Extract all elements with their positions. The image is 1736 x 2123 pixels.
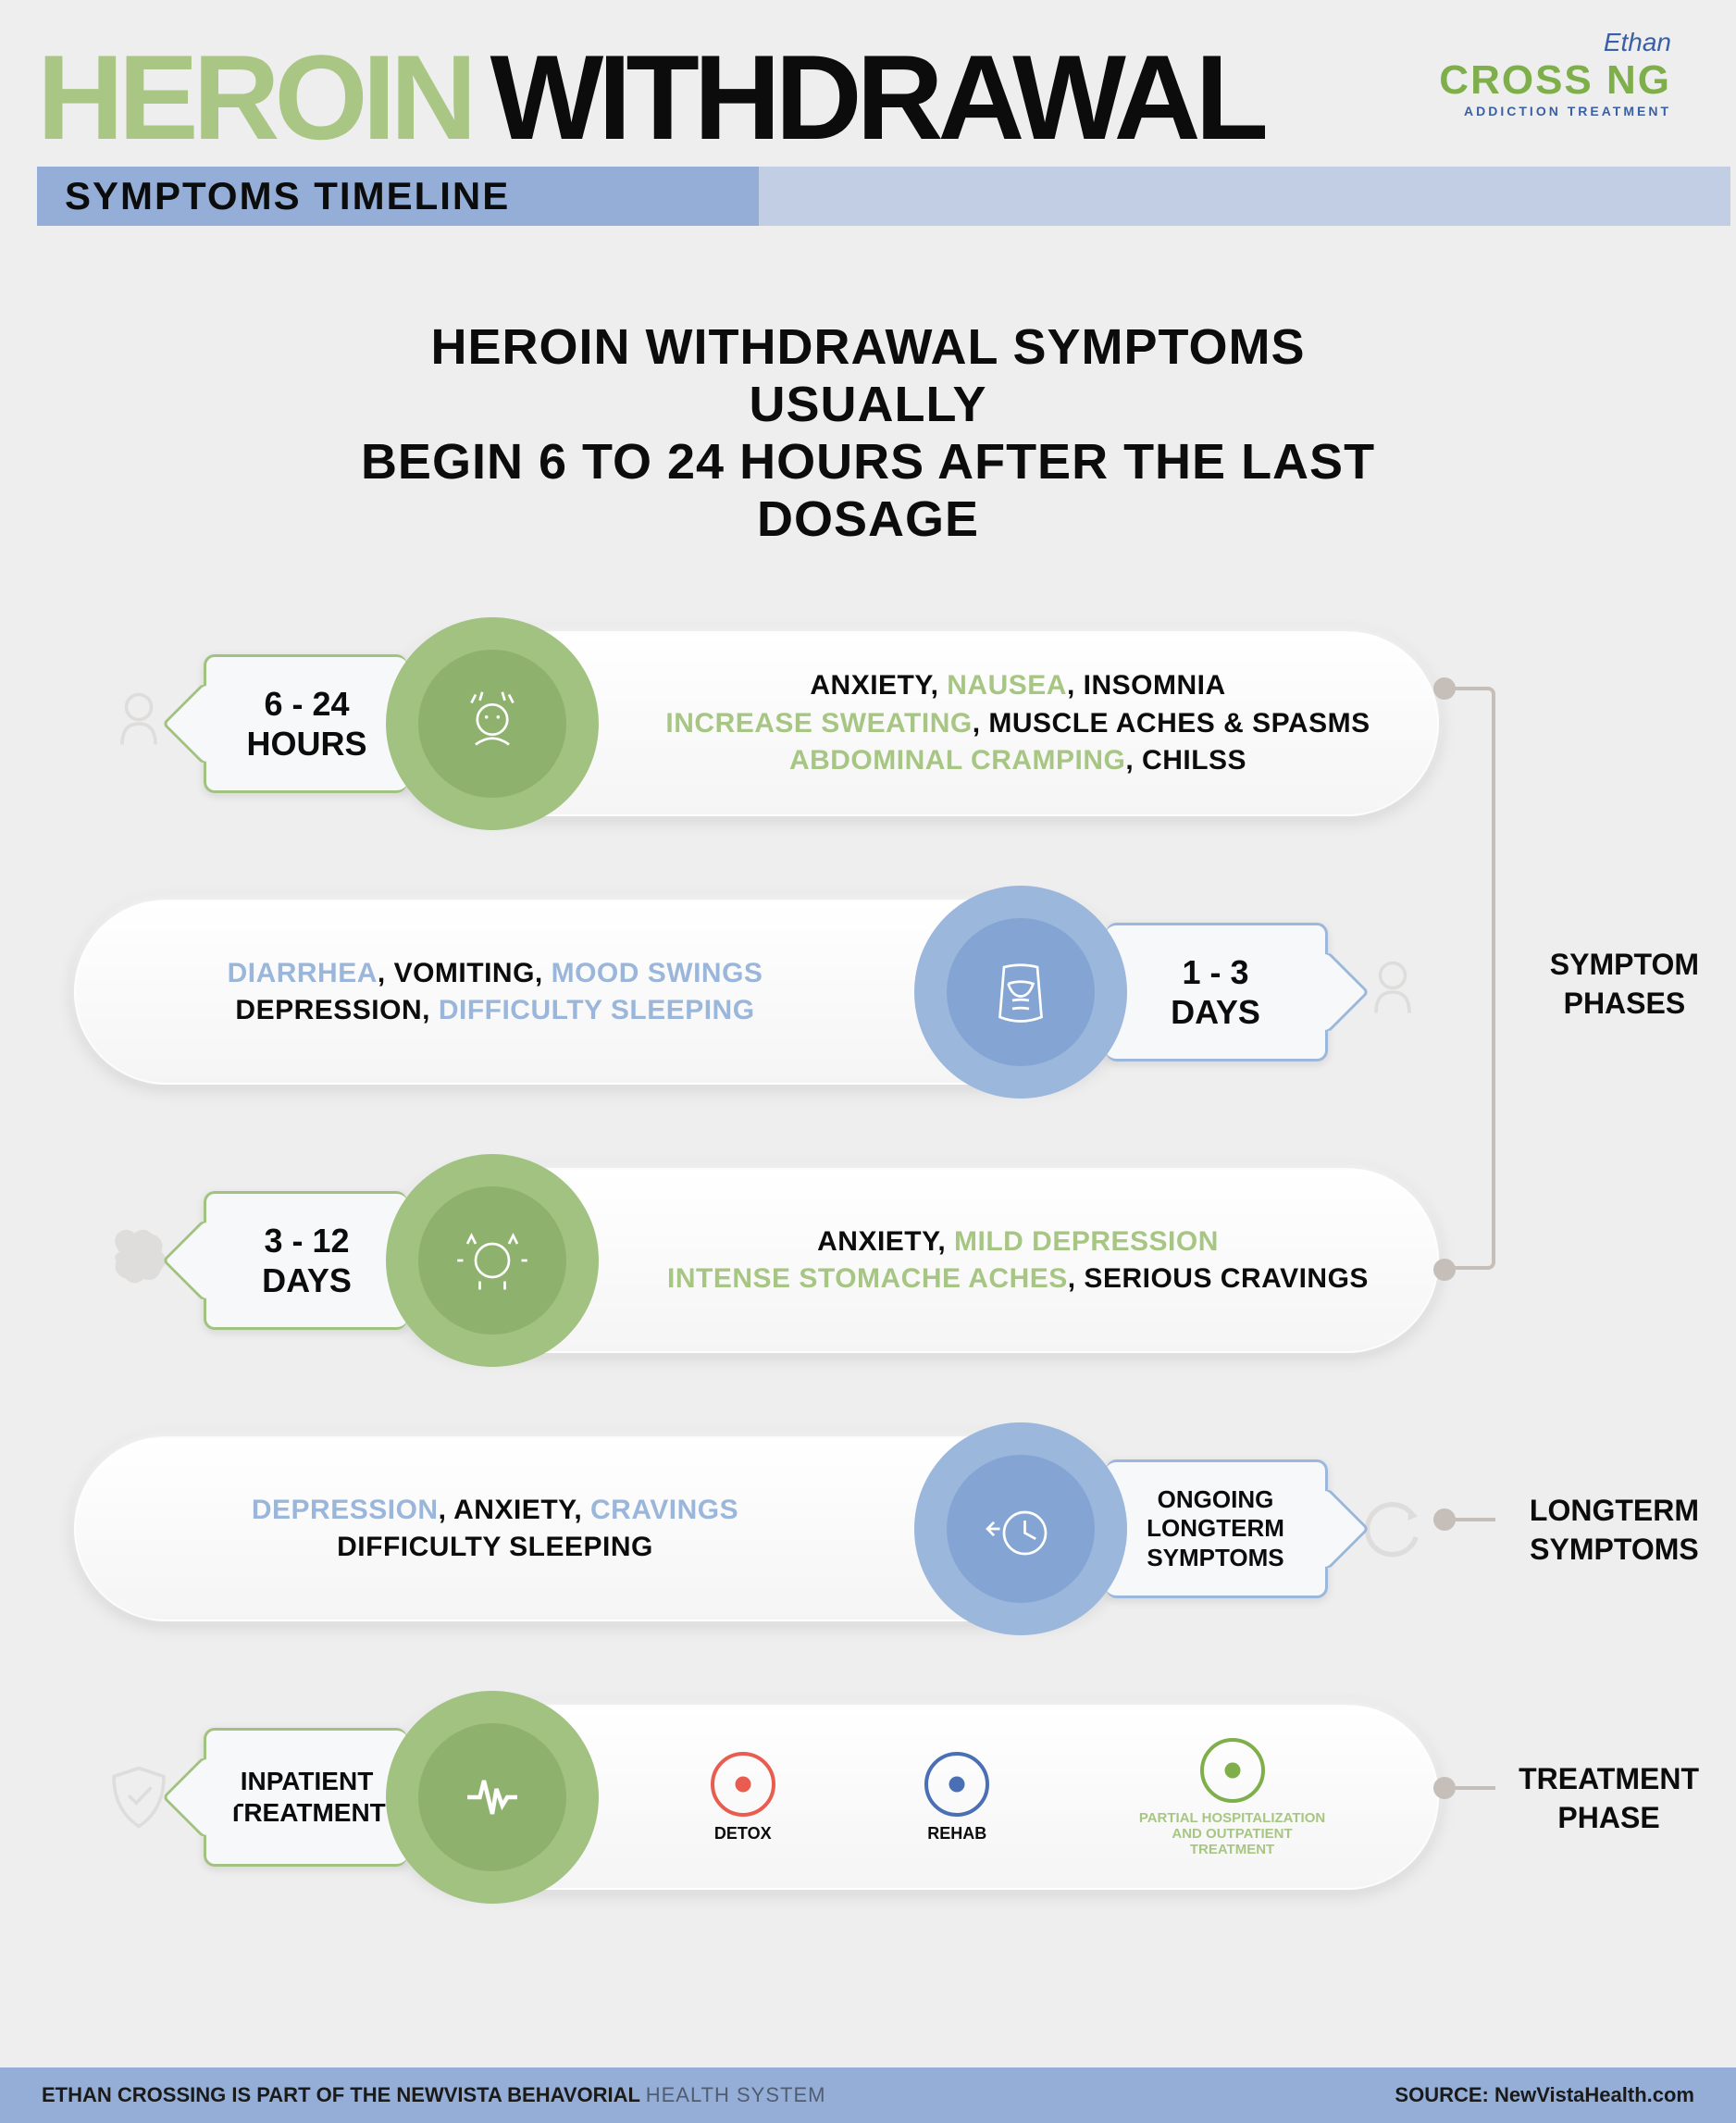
footer-left: ETHAN CROSSING IS PART OF THE NEWVISTA B… [42, 2083, 825, 2107]
symptoms-text: DIARRHEA, VOMITING, MOOD SWINGS DEPRESSIO… [76, 955, 914, 1030]
treatment-item: DETOX [711, 1752, 775, 1844]
intro-line-1: HEROIN WITHDRAWAL SYMPTOMS USUALLY [313, 318, 1423, 433]
treatment-label: DETOX [711, 1824, 775, 1844]
connector-dot [1433, 1259, 1456, 1281]
connector-dot [1433, 1508, 1456, 1531]
time-tab: 1 - 3 DAYS [1106, 923, 1328, 1062]
symptom-fragment: , MUSCLE ACHES & SPASMS [973, 708, 1370, 739]
main-title: HEROIN WITHDRAWAL [37, 28, 1263, 167]
phase-pill: DETOX REHAB PARTIAL HOSPITALIZATION AND OU… [384, 1705, 1439, 1890]
phase-row-4: INPATIENT TREATMENT DETOX REHAB PARTIAL HOS… [74, 1695, 1662, 1899]
symptom-fragment: ANXIETY, [817, 1226, 954, 1257]
phase-row-0: 6 - 24 HOURS ANXIETY, NAUSEA, INSOMNIA INC… [74, 622, 1662, 826]
footer-bar: ETHAN CROSSING IS PART OF THE NEWVISTA B… [0, 2067, 1736, 2123]
connector-line-longterm [1449, 1518, 1495, 1521]
connector-dot [1433, 1777, 1456, 1799]
phase-label-symptom-phases: SYMPTOM PHASES [1550, 946, 1699, 1023]
symptom-fragment: , SERIOUS CRAVINGS [1068, 1263, 1369, 1294]
symptom-fragment: DEPRESSION [252, 1495, 439, 1525]
phase-row-2: 3 - 12 DAYS ANXIETY, MILD DEPRESSION INTEN… [74, 1159, 1662, 1362]
symptoms-text: ANXIETY, MILD DEPRESSION INTENSE STOMACHE… [599, 1223, 1437, 1298]
symptom-fragment: DIARRHEA [228, 958, 378, 988]
treatment-icon [711, 1752, 775, 1817]
symptoms-text: ANXIETY, NAUSEA, INSOMNIA INCREASE SWEATI… [599, 667, 1437, 780]
footer-right: SOURCE: NewVistaHealth.com [1395, 2083, 1694, 2107]
intro-text: HEROIN WITHDRAWAL SYMPTOMS USUALLY BEGIN… [313, 318, 1423, 548]
symptom-fragment: ABDOMINAL CRAMPING [789, 745, 1125, 776]
phase-icon-circle [386, 617, 599, 830]
title-row: HEROIN WITHDRAWAL Ethan CROSS NG ADDICTI… [37, 28, 1699, 167]
phase-icon-circle [914, 1422, 1127, 1635]
phase-pill: DIARRHEA, VOMITING, MOOD SWINGS DEPRESSIO… [74, 900, 1129, 1085]
symptom-fragment: DIFFICULTY SLEEPING [337, 1532, 653, 1562]
symptom-fragment: NAUSEA [947, 670, 1067, 701]
phase-icon-circle [386, 1154, 599, 1367]
time-tab: INPATIENT TREATMENT [204, 1728, 407, 1867]
logo-main: CROSS NG [1439, 57, 1671, 104]
symptom-fragment: INTENSE STOMACHE ACHES [667, 1263, 1068, 1294]
symptom-fragment: CRAVINGS [590, 1495, 738, 1525]
phase-row-1: DIARRHEA, VOMITING, MOOD SWINGS DEPRESSIO… [74, 890, 1662, 1094]
treatment-label: PARTIAL HOSPITALIZATION AND OUTPATIENT T… [1139, 1810, 1325, 1857]
connector-bracket-phases [1449, 687, 1495, 1270]
phase-icon-circle [914, 886, 1127, 1099]
phase-icon-circle [386, 1691, 599, 1904]
treatment-icon [1200, 1738, 1265, 1803]
symptom-fragment: , ANXIETY, [439, 1495, 590, 1525]
footer-left-light: HEALTH SYSTEM [646, 2083, 826, 2106]
symptom-fragment: , CHILSS [1125, 745, 1246, 776]
title-word-2: WITHDRAWAL [490, 28, 1263, 167]
connector-line-treatment [1449, 1786, 1495, 1790]
symptom-fragment: MOOD SWINGS [552, 958, 763, 988]
symptom-fragment: INCREASE SWEATING [665, 708, 972, 739]
symptom-fragment: ANXIETY, [810, 670, 947, 701]
subtitle-bar: SYMPTOMS TIMELINE [37, 167, 759, 226]
logo-sub: ADDICTION TREATMENT [1439, 104, 1671, 118]
title-word-1: HEROIN [37, 28, 472, 167]
symptom-fragment: , INSOMNIA [1067, 670, 1226, 701]
phase-pill: ANXIETY, MILD DEPRESSION INTENSE STOMACHE… [384, 1168, 1439, 1353]
treatment-label: REHAB [924, 1824, 989, 1844]
phase-label-longterm: LONGTERM SYMPTOMS [1530, 1492, 1699, 1569]
symptom-fragment: MILD DEPRESSION [954, 1226, 1219, 1257]
brand-logo: Ethan CROSS NG ADDICTION TREATMENT [1439, 28, 1699, 118]
phase-pill: ANXIETY, NAUSEA, INSOMNIA INCREASE SWEATI… [384, 631, 1439, 816]
symptoms-text: DEPRESSION, ANXIETY, CRAVINGS DIFFICULTY … [76, 1492, 914, 1567]
phase-pill: DEPRESSION, ANXIETY, CRAVINGS DIFFICULTY … [74, 1436, 1129, 1621]
phases-container: 6 - 24 HOURS ANXIETY, NAUSEA, INSOMNIA INC… [0, 622, 1736, 1899]
symptom-fragment: DIFFICULTY SLEEPING [439, 995, 755, 1025]
symptom-fragment: DEPRESSION, [235, 995, 438, 1025]
phase-row-3: DEPRESSION, ANXIETY, CRAVINGS DIFFICULTY … [74, 1427, 1662, 1631]
header: HEROIN WITHDRAWAL Ethan CROSS NG ADDICTI… [0, 0, 1736, 226]
connector-dot [1433, 677, 1456, 700]
time-tab: 6 - 24 HOURS [204, 654, 407, 793]
treatment-items: DETOX REHAB PARTIAL HOSPITALIZATION AND OU… [599, 1738, 1437, 1857]
treatment-icon [924, 1752, 989, 1817]
treatment-item: PARTIAL HOSPITALIZATION AND OUTPATIENT T… [1139, 1738, 1325, 1857]
time-tab: ONGOING LONGTERM SYMPTOMS [1106, 1459, 1328, 1598]
logo-top: Ethan [1439, 28, 1671, 57]
intro-line-2: BEGIN 6 TO 24 HOURS AFTER THE LAST DOSAG… [313, 433, 1423, 548]
treatment-item: REHAB [924, 1752, 989, 1844]
symptom-fragment: , VOMITING, [378, 958, 552, 988]
footer-left-text: ETHAN CROSSING IS PART OF THE NEWVISTA B… [42, 2083, 640, 2106]
time-tab: 3 - 12 DAYS [204, 1191, 407, 1330]
phase-label-treatment: TREATMENT PHASE [1519, 1760, 1699, 1837]
